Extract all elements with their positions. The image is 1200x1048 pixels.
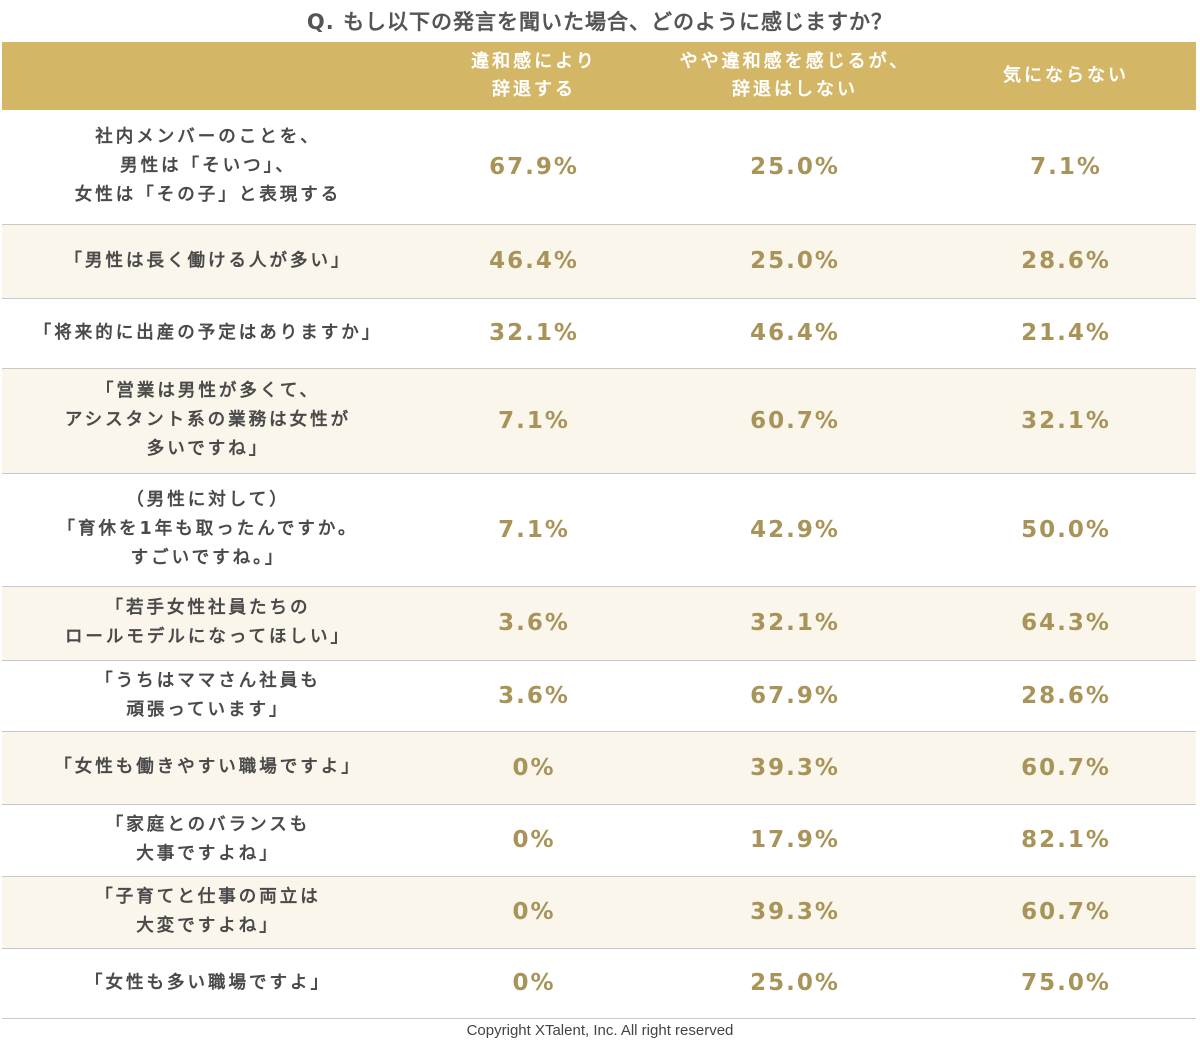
table-row: 「家庭とのバランスも 大事ですよね」 0% 17.9% 82.1% xyxy=(2,804,1196,876)
value-no-concern: 32.1% xyxy=(1021,407,1111,434)
row-statement: 「男性は長く働ける人が多い」 xyxy=(64,250,352,271)
value-decline: 0% xyxy=(512,827,556,853)
value-decline: 0% xyxy=(512,970,556,996)
row-statement: 「女性も多い職場ですよ」 xyxy=(85,972,331,993)
value-no-concern: 7.1% xyxy=(1030,153,1102,180)
value-no-concern: 82.1% xyxy=(1021,827,1111,853)
table-row: 「子育てと仕事の両立は 大変ですよね」 0% 39.3% 60.7% xyxy=(2,876,1196,948)
table-row: 「男性は長く働ける人が多い」 46.4% 25.0% 28.6% xyxy=(2,224,1196,298)
survey-table: 違和感により 辞退する やや違和感を感じるが、 辞退はしない 気にならない 社内… xyxy=(2,42,1196,1019)
table-row: 社内メンバーのことを、 男性は「そいつ」、 女性は「その子」と表現する 67.9%… xyxy=(2,110,1196,224)
table-row: 「女性も働きやすい職場ですよ」 0% 39.3% 60.7% xyxy=(2,731,1196,804)
header-blank xyxy=(2,42,414,110)
value-uneasy: 32.1% xyxy=(750,610,840,636)
header-cell-decline: 違和感により 辞退する xyxy=(471,51,597,100)
chart-title: Q. もし以下の発言を聞いた場合、どのように感じますか？ xyxy=(306,10,894,34)
copyright: Copyright XTalent, Inc. All right reserv… xyxy=(466,1022,734,1039)
value-no-concern: 60.7% xyxy=(1021,754,1111,781)
value-no-concern: 28.6% xyxy=(1021,248,1111,274)
value-uneasy: 42.9% xyxy=(750,516,840,543)
row-statement: 「家庭とのバランスも 大事ですよね」 xyxy=(105,815,311,864)
value-uneasy: 17.9% xyxy=(750,827,840,853)
value-no-concern: 28.6% xyxy=(1021,682,1111,709)
value-decline: 46.4% xyxy=(489,248,579,274)
row-statement: （男性に対して） 「育休を1年も取ったんですか。 すごいですね。」 xyxy=(57,490,359,568)
table-row: 「将来的に出産の予定はありますか」 32.1% 46.4% 21.4% xyxy=(2,298,1196,368)
value-uneasy: 67.9% xyxy=(750,682,840,709)
header-cell-uneasy: やや違和感を感じるが、 辞退はしない xyxy=(679,51,911,100)
value-uneasy: 39.3% xyxy=(750,899,840,925)
header-row: 違和感により 辞退する やや違和感を感じるが、 辞退はしない 気にならない xyxy=(2,42,1196,110)
table-row: 「若手女性社員たちの ロールモデルになってほしい」 3.6% 32.1% 64.3% xyxy=(2,586,1196,660)
value-decline: 7.1% xyxy=(498,407,570,434)
row-statement: 「若手女性社員たちの ロールモデルになってほしい」 xyxy=(64,598,352,647)
table-body: 社内メンバーのことを、 男性は「そいつ」、 女性は「その子」と表現する 67.9%… xyxy=(2,110,1196,1018)
row-statement: 「営業は男性が多くて、 アシスタント系の業務は女性が 多いですね」 xyxy=(64,381,352,459)
value-uneasy: 25.0% xyxy=(750,970,840,996)
value-uneasy: 46.4% xyxy=(750,320,840,346)
value-decline: 0% xyxy=(512,899,556,925)
value-decline: 3.6% xyxy=(498,682,570,709)
header-cell-no-concern: 気にならない xyxy=(1003,65,1129,86)
row-statement: 「女性も働きやすい職場ですよ」 xyxy=(54,757,362,777)
value-decline: 0% xyxy=(512,754,556,781)
value-uneasy: 25.0% xyxy=(750,153,840,180)
value-no-concern: 21.4% xyxy=(1021,320,1111,346)
value-no-concern: 75.0% xyxy=(1021,970,1111,996)
value-decline: 7.1% xyxy=(498,516,570,543)
value-uneasy: 25.0% xyxy=(750,248,840,274)
table-row: 「営業は男性が多くて、 アシスタント系の業務は女性が 多いですね」 7.1% 60.… xyxy=(2,368,1196,473)
row-statement: 「将来的に出産の予定はありますか」 xyxy=(33,322,383,343)
row-statement: 社内メンバーのことを、 男性は「そいつ」、 女性は「その子」と表現する xyxy=(74,127,342,206)
value-no-concern: 60.7% xyxy=(1021,899,1111,925)
value-no-concern: 50.0% xyxy=(1021,516,1111,543)
table-row: 「うちはママさん社員も 頑張っています」 3.6% 67.9% 28.6% xyxy=(2,660,1196,731)
table-row: 「女性も多い職場ですよ」 0% 25.0% 75.0% xyxy=(2,948,1196,1018)
row-statement: 「子育てと仕事の両立は 大変ですよね」 xyxy=(95,887,321,936)
row-statement: 「うちはママさん社員も 頑張っています」 xyxy=(95,670,321,720)
table-row: （男性に対して） 「育休を1年も取ったんですか。 すごいですね。」 7.1% 42.… xyxy=(2,473,1196,586)
value-uneasy: 60.7% xyxy=(750,407,840,434)
value-decline: 3.6% xyxy=(498,610,570,636)
value-decline: 67.9% xyxy=(489,153,579,180)
value-decline: 32.1% xyxy=(489,320,579,346)
value-uneasy: 39.3% xyxy=(750,754,840,781)
value-no-concern: 64.3% xyxy=(1021,610,1111,636)
